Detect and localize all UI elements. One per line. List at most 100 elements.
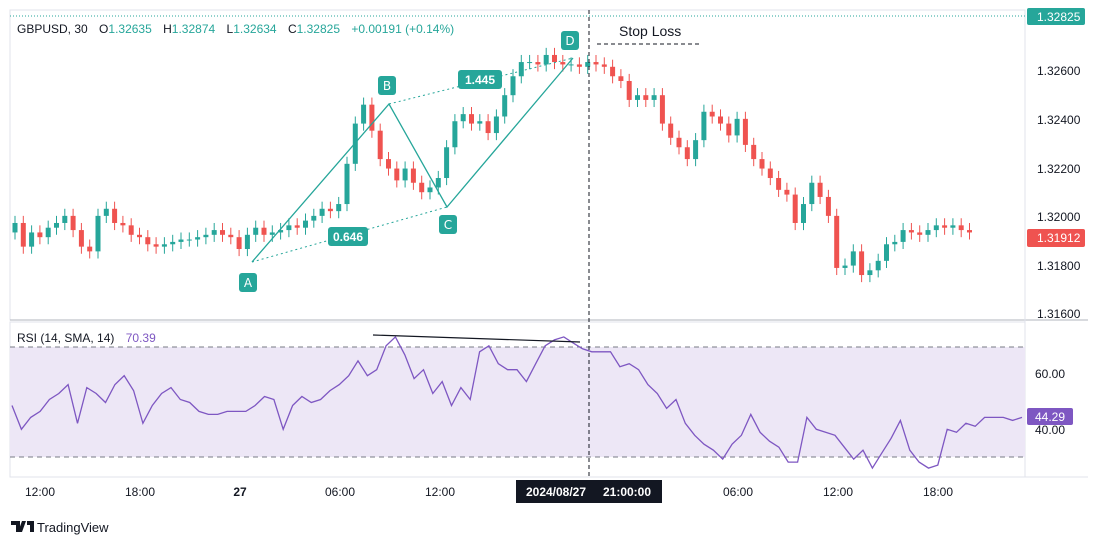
candle-body (933, 225, 939, 231)
candle-body (195, 237, 201, 240)
rsi-line (11, 335, 1023, 470)
candle-body (601, 64, 607, 67)
candle-body (676, 137, 682, 148)
time-tick: 18:00 (125, 485, 155, 499)
rsi-divergence-line[interactable] (372, 334, 581, 343)
candle-body (668, 123, 674, 138)
price-tick: 1.32400 (1037, 113, 1081, 127)
candle-body (834, 215, 840, 268)
candle-body (908, 230, 914, 233)
point-d-badge[interactable] (561, 31, 579, 50)
time-tick: 12:00 (425, 485, 455, 499)
time-axis[interactable]: 12:00 18:00 27 06:00 12:00 06:00 12:00 1… (25, 480, 953, 503)
rsi-current-badge (1027, 408, 1073, 425)
header-legend: GBPUSD, 30 O1.32635 H1.32874 L1.32634 C1… (17, 22, 454, 345)
candle-body (610, 66, 616, 77)
candle-body (527, 62, 533, 64)
candle-body (54, 222, 59, 228)
candle-body (535, 62, 541, 65)
candle-body (444, 147, 450, 179)
candle-body (767, 168, 773, 179)
candle-body (303, 220, 308, 228)
close-key: C (288, 22, 297, 36)
ratio-cd-label: 1.445 (465, 73, 495, 87)
time-tick: 12:00 (823, 485, 853, 499)
rsi-label: RSI (14, SMA, 14) (17, 331, 114, 345)
candle-body (502, 95, 508, 117)
candle-body (900, 230, 906, 242)
candle-body (784, 189, 790, 195)
candle-body (950, 225, 956, 228)
candle-body (261, 227, 267, 235)
candle-body (311, 215, 317, 221)
candle-body (103, 208, 109, 216)
candle-body (651, 95, 657, 100)
stop-loss-label: Stop Loss (619, 23, 681, 39)
candle-body (435, 178, 441, 188)
candle-body (186, 239, 192, 241)
crosshair-time: 21:00:00 (603, 485, 651, 499)
candle-body (220, 230, 225, 235)
candle-body (635, 95, 640, 100)
point-a-badge[interactable] (239, 273, 257, 292)
candle-body (792, 194, 798, 223)
candle-body (585, 62, 591, 67)
ratio-bc-badge[interactable] (328, 227, 368, 246)
harmonic-pattern[interactable]: A B C D 0.646 1.445 (239, 31, 579, 292)
tradingview-logo-icon (11, 521, 34, 532)
top-price-badge (1027, 8, 1085, 25)
time-tick: 27 (233, 485, 247, 499)
candle-body (427, 187, 433, 193)
candle-body (344, 163, 350, 205)
candle-body (153, 244, 159, 247)
candle-body (718, 116, 723, 124)
candle-body (386, 159, 391, 169)
candle-body (776, 178, 782, 190)
price-tick: 1.31800 (1037, 259, 1081, 273)
candle-body (859, 251, 865, 276)
candle-body (112, 208, 118, 223)
candle-body (742, 118, 748, 145)
candle-body (809, 182, 815, 205)
price-tick: 1.32000 (1037, 210, 1081, 224)
point-b-label: B (383, 79, 391, 93)
candle-body (253, 227, 259, 235)
time-tick: 06:00 (723, 485, 753, 499)
candle-body (875, 260, 881, 271)
candle-body (850, 251, 856, 266)
candle-body (460, 114, 466, 122)
price-axis[interactable]: 1.32600 1.32400 1.32200 1.32000 1.31800 … (1027, 8, 1085, 437)
candle-body (294, 225, 300, 228)
price-tick: 1.31600 (1037, 307, 1081, 321)
candle-body (867, 270, 873, 276)
candle-body (12, 222, 18, 233)
point-a-label: A (244, 276, 253, 290)
candle-body (70, 215, 76, 231)
rsi-tick: 40.00 (1035, 423, 1065, 437)
crosshair-time-badge (516, 480, 662, 503)
candle-body (78, 230, 84, 247)
point-d-label: D (565, 34, 574, 48)
rsi-current-label: 44.29 (1035, 410, 1065, 424)
candle-body (211, 230, 217, 235)
ratio-cd-badge[interactable] (458, 70, 502, 89)
candle-body (759, 159, 765, 169)
candle-body (244, 234, 250, 250)
point-b-badge[interactable] (378, 76, 396, 95)
candle-body (137, 234, 142, 238)
candle-body (825, 196, 831, 216)
time-tick: 06:00 (325, 485, 355, 499)
last-price-badge (1027, 229, 1085, 247)
rsi-series (11, 335, 1023, 470)
high-value: 1.32874 (172, 22, 216, 36)
low-key: L (227, 22, 234, 36)
time-tick: 12:00 (25, 485, 55, 499)
candle-body (510, 76, 516, 96)
tradingview-logo[interactable]: TradingView (11, 520, 109, 535)
candle-body (485, 121, 491, 134)
candle-body (560, 62, 566, 65)
symbol-label: GBPUSD, 30 (17, 22, 88, 36)
point-c-badge[interactable] (439, 215, 457, 234)
